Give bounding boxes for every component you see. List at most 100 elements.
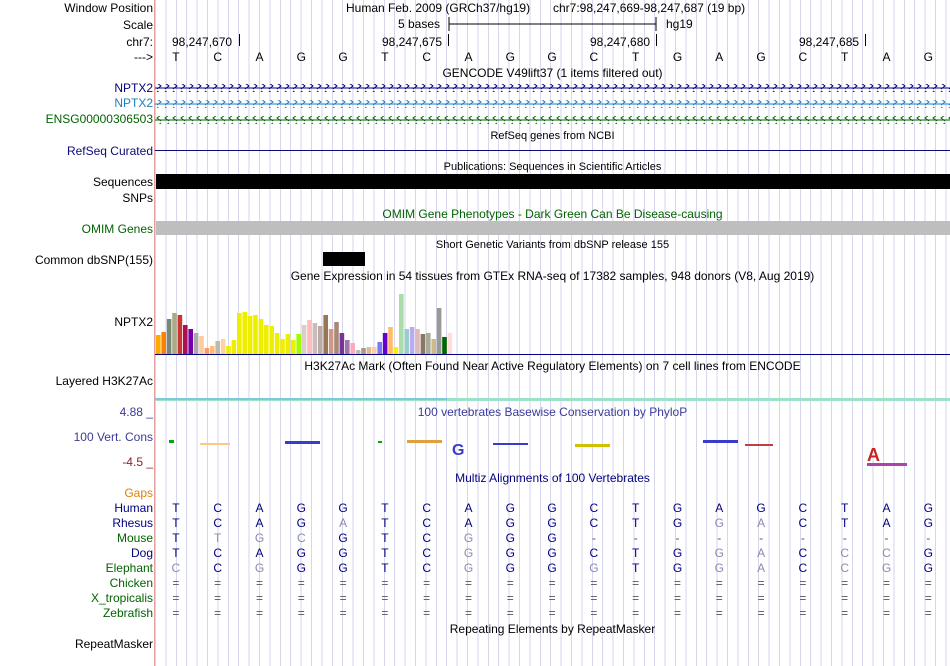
- gtex-tissue-bar[interactable]: [318, 326, 323, 354]
- species-label[interactable]: Rhesus: [112, 516, 153, 530]
- gencode-title[interactable]: GENCODE V49lift37 (1 items filtered out): [442, 66, 663, 80]
- omim-feature[interactable]: [156, 221, 950, 235]
- repeat-title[interactable]: Repeating Elements by RepeatMasker: [449, 622, 656, 636]
- sequences-label[interactable]: Sequences: [92, 175, 153, 189]
- gtex-tissue-bar[interactable]: [307, 320, 312, 354]
- species-label[interactable]: Zebrafish: [102, 606, 153, 620]
- gtex-tissue-bar[interactable]: [366, 347, 372, 354]
- refseq-feature[interactable]: [155, 149, 950, 153]
- omim-label[interactable]: OMIM Genes: [81, 222, 153, 236]
- gtex-tissue-bar[interactable]: [388, 327, 393, 354]
- gtex-tissue-bar[interactable]: [231, 340, 237, 354]
- multiz-title[interactable]: Multiz Alignments of 100 Vertebrates: [455, 471, 650, 485]
- gtex-tissue-bar[interactable]: [193, 333, 199, 354]
- dna-base: G: [296, 50, 306, 64]
- gtex-tissue-bar[interactable]: [372, 347, 377, 354]
- assembly-text[interactable]: Human Feb. 2009 (GRCh37/hg19): [346, 1, 531, 15]
- gtex-tissue-bar[interactable]: [382, 333, 388, 354]
- gtex-tissue-bar[interactable]: [345, 340, 350, 354]
- gtex-tissue-bar[interactable]: [183, 325, 188, 354]
- gtex-tissue-bar[interactable]: [426, 333, 431, 354]
- gtex-tissue-bar[interactable]: [377, 342, 382, 354]
- gtex-tissue-bar[interactable]: [323, 315, 328, 354]
- phylop-title[interactable]: 100 vertebrates Basewise Conservation by…: [417, 405, 688, 419]
- gtex-tissue-bar[interactable]: [156, 335, 161, 354]
- h3k27ac-signal[interactable]: [155, 397, 950, 403]
- h3k27ac-label[interactable]: Layered H3K27Ac: [55, 374, 153, 388]
- gtex-tissue-bar[interactable]: [409, 327, 415, 354]
- gtex-bar-chart[interactable]: [155, 284, 950, 356]
- species-label[interactable]: Elephant: [105, 561, 153, 575]
- gencode-item-2[interactable]: NPTX2: [114, 96, 153, 110]
- gtex-tissue-bar[interactable]: [188, 329, 193, 354]
- species-label[interactable]: Mouse: [116, 531, 153, 545]
- gencode-item-3[interactable]: ENSG00000306503: [45, 112, 153, 126]
- gtex-tissue-bar[interactable]: [258, 319, 264, 354]
- species-label[interactable]: Human: [114, 501, 153, 515]
- gtex-tissue-bar[interactable]: [415, 329, 420, 354]
- gtex-tissue-bar[interactable]: [399, 294, 404, 354]
- gtex-tissue-bar[interactable]: [242, 312, 247, 354]
- h3k27ac-title[interactable]: H3K27Ac Mark (Often Found Near Active Re…: [304, 359, 801, 373]
- gtex-tissue-bar[interactable]: [226, 346, 231, 354]
- gtex-tissue-bar[interactable]: [172, 313, 177, 354]
- gtex-tissue-bar[interactable]: [361, 348, 366, 354]
- gtex-tissue-bar[interactable]: [334, 322, 339, 354]
- gtex-tissue-bar[interactable]: [280, 339, 285, 354]
- gtex-tissue-bar[interactable]: [220, 339, 226, 354]
- gtex-tissue-bar[interactable]: [161, 332, 166, 354]
- gtex-tissue-bar[interactable]: [204, 348, 210, 354]
- gtex-tissue-bar[interactable]: [328, 329, 334, 354]
- position-text[interactable]: chr7:98,247,669-98,247,687 (19 bp): [553, 1, 746, 15]
- gtex-tissue-bar[interactable]: [199, 336, 204, 354]
- alignment-base: T: [214, 531, 222, 545]
- gtex-tissue-bar[interactable]: [312, 323, 318, 354]
- gtex-label[interactable]: NPTX2: [114, 315, 153, 329]
- omim-title[interactable]: OMIM Gene Phenotypes - Dark Green Can Be…: [382, 207, 723, 221]
- gtex-tissue-bar[interactable]: [291, 340, 296, 354]
- gtex-title[interactable]: Gene Expression in 54 tissues from GTEx …: [290, 269, 815, 283]
- gtex-tissue-bar[interactable]: [447, 333, 453, 354]
- snps-label[interactable]: SNPs: [122, 191, 153, 205]
- phylop-label[interactable]: 100 Vert. Cons: [73, 430, 153, 444]
- gencode-item-1[interactable]: NPTX2: [114, 81, 153, 95]
- gtex-tissue-bar[interactable]: [393, 347, 399, 354]
- refseq-label[interactable]: RefSeq Curated: [66, 144, 153, 158]
- gtex-tissue-bar[interactable]: [301, 325, 307, 354]
- gtex-tissue-bar[interactable]: [404, 329, 409, 354]
- gtex-tissue-bar[interactable]: [355, 350, 361, 354]
- alignment-base: =: [882, 576, 890, 590]
- gtex-tissue-bar[interactable]: [210, 346, 215, 354]
- gtex-tissue-bar[interactable]: [269, 326, 274, 354]
- gtex-tissue-bar[interactable]: [350, 343, 355, 354]
- gtex-tissue-bar[interactable]: [253, 315, 258, 354]
- gtex-tissue-bar[interactable]: [296, 334, 301, 354]
- gtex-tissue-bar[interactable]: [285, 334, 291, 354]
- sequences-feature[interactable]: [156, 174, 950, 189]
- refseq-title[interactable]: RefSeq genes from NCBI: [490, 130, 615, 142]
- repeat-label[interactable]: RepeatMasker: [74, 637, 153, 651]
- gtex-tissue-bar[interactable]: [237, 313, 242, 354]
- publications-title[interactable]: Publications: Sequences in Scientific Ar…: [443, 161, 662, 173]
- gtex-tissue-bar[interactable]: [264, 325, 269, 354]
- gtex-tissue-bar[interactable]: [339, 333, 345, 354]
- gtex-tissue-bar[interactable]: [166, 319, 172, 354]
- dbsnp-title[interactable]: Short Genetic Variants from dbSNP releas…: [435, 239, 670, 251]
- gtex-tissue-bar[interactable]: [215, 341, 220, 354]
- dbsnp-label[interactable]: Common dbSNP(155): [34, 253, 153, 267]
- gtex-tissue-bar[interactable]: [436, 308, 442, 354]
- gtex-tissue-bar[interactable]: [247, 316, 253, 354]
- gtex-tissue-bar[interactable]: [442, 337, 447, 354]
- gtex-tissue-bar[interactable]: [177, 315, 183, 354]
- dna-base: C: [798, 50, 808, 64]
- dbsnp-variant[interactable]: [323, 252, 365, 266]
- species-label[interactable]: Chicken: [109, 576, 153, 590]
- gencode-features[interactable]: [155, 82, 950, 126]
- phylop-logo[interactable]: G A: [155, 430, 950, 472]
- species-label[interactable]: X_tropicalis: [90, 591, 153, 605]
- alignment-base: C: [422, 501, 432, 515]
- gtex-tissue-bar[interactable]: [431, 339, 436, 354]
- gtex-tissue-bar[interactable]: [274, 333, 280, 354]
- gtex-tissue-bar[interactable]: [420, 334, 426, 354]
- species-label[interactable]: Dog: [130, 546, 153, 560]
